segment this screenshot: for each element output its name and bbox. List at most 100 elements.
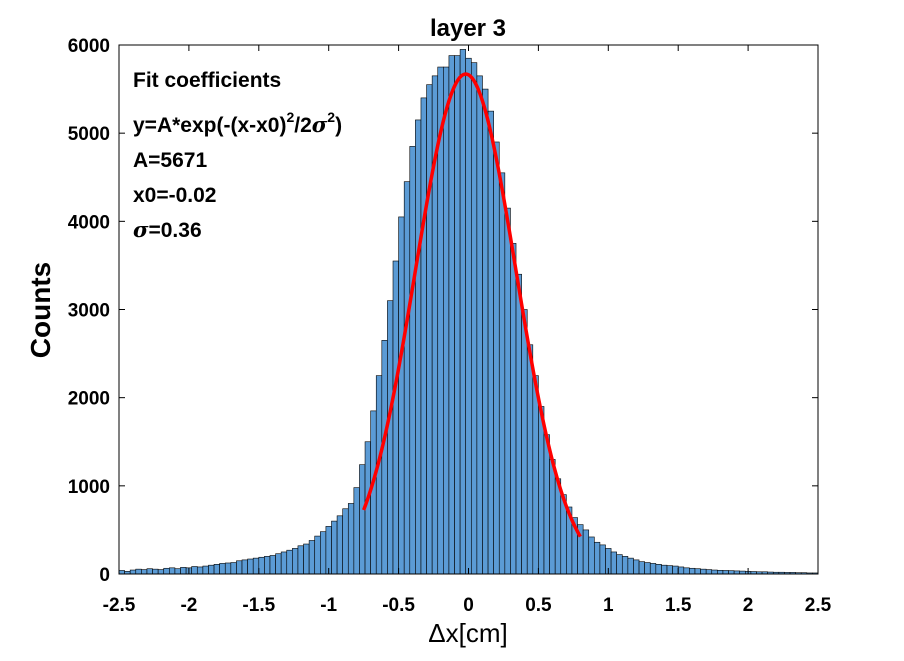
histogram-bar [644, 562, 651, 575]
histogram-bar [398, 216, 405, 575]
chart-title: layer 3 [430, 15, 506, 42]
histogram-bar [588, 536, 595, 575]
histogram-bar [286, 549, 293, 575]
histogram-bar [493, 141, 500, 575]
histogram-bar [426, 84, 433, 575]
histogram-bar [459, 49, 467, 575]
histogram-bar [504, 207, 511, 575]
histogram-bar [146, 568, 153, 575]
y-tick-label: 4000 [68, 212, 110, 233]
formula-divide: /2 [294, 114, 312, 137]
histogram-bar [594, 541, 601, 575]
histogram-bar [303, 543, 310, 575]
histogram-bar [252, 557, 260, 575]
histogram-bar [381, 340, 388, 575]
x-tick-label: -1 [320, 595, 337, 616]
fit-center: x0=-0.02 [133, 184, 217, 207]
histogram-bar [420, 97, 427, 575]
histogram-bar [510, 243, 517, 575]
histogram-bar [264, 556, 271, 575]
histogram-bar [482, 88, 489, 575]
histogram-bar [213, 564, 220, 575]
x-axis: -2.5 -2 -1.5 -1 -0.5 0 0.5 1 1.5 2 2.5 [103, 45, 832, 616]
histogram-bar [180, 567, 187, 575]
x-tick-label: -1.5 [242, 595, 275, 616]
histogram-bar [196, 566, 204, 575]
histogram-bar [163, 567, 170, 575]
histogram-bar [347, 503, 355, 575]
x-axis-label: Δx[cm] [428, 618, 507, 648]
x-tick-label: 0 [463, 595, 474, 616]
fit-sigma: σ=0.36 [133, 217, 202, 242]
x-tick-label: 2 [743, 595, 754, 616]
histogram-bar [331, 520, 338, 575]
histogram-bar [387, 300, 394, 575]
histogram-bar [375, 375, 383, 575]
formula-exponent-2: 2 [327, 109, 335, 125]
x-tick-label: -2 [180, 595, 197, 616]
histogram-bar [157, 569, 165, 575]
histogram-bar [689, 567, 696, 575]
histogram-bar [538, 406, 545, 575]
histogram-bar [633, 559, 640, 575]
x-tick-label: -2.5 [103, 595, 136, 616]
histogram-bar [236, 560, 243, 575]
y-axis: 0 1000 2000 3000 4000 5000 6000 [68, 36, 818, 586]
x-tick-label: 2.5 [805, 595, 832, 616]
fit-formula: y=A*exp(-(x-x0)2/2σ2) [133, 109, 342, 137]
histogram-bar [320, 531, 327, 575]
histogram-bar [230, 562, 237, 575]
histogram-bar [275, 553, 282, 575]
histogram-bar [297, 545, 304, 575]
y-tick-label: 5000 [68, 124, 110, 145]
fit-annotation: Fit coefficients y=A*exp(-(x-x0)2/2σ2) A… [133, 69, 342, 242]
formula-sigma: σ [312, 112, 328, 137]
histogram-bar [672, 565, 679, 575]
histogram-bar [247, 558, 254, 575]
histogram-bar [224, 562, 232, 575]
histogram-bar [269, 555, 276, 575]
histogram-bar [610, 551, 617, 575]
histogram-bar [711, 569, 718, 575]
histogram-bar [152, 568, 159, 575]
histogram-bar [683, 567, 690, 575]
histogram-bar [135, 568, 142, 575]
histogram-bar [191, 566, 198, 575]
histogram-bar [498, 172, 506, 575]
histogram-bar [521, 309, 528, 575]
histogram-bar [443, 66, 450, 575]
histogram-bar [308, 540, 316, 575]
histogram-bar [621, 556, 629, 575]
histogram-bar [476, 75, 483, 575]
histogram-bar [661, 564, 668, 575]
histogram-bar [700, 568, 707, 575]
histogram-bar [543, 434, 550, 575]
y-tick-label: 2000 [68, 389, 110, 410]
histogram-bar [392, 260, 399, 575]
histogram-bar [515, 273, 522, 575]
histogram-bar [342, 508, 349, 575]
histogram-bar [208, 564, 215, 575]
histogram-bar [169, 567, 176, 575]
formula-prefix: y=A*exp(-(x-x0) [133, 114, 286, 137]
histogram-bar [549, 459, 556, 575]
histogram-bar [141, 569, 148, 575]
histogram-bar [454, 55, 461, 575]
histogram-bar [336, 515, 343, 575]
histogram-bar [722, 570, 729, 575]
histogram-bar [448, 55, 455, 575]
histogram-bar [694, 568, 701, 575]
histogram-bar [627, 557, 634, 575]
histogram-bar [280, 551, 288, 575]
histogram-bar [638, 561, 645, 575]
histogram-bar [292, 548, 299, 575]
y-tick-label: 3000 [68, 301, 110, 322]
histogram-bar [655, 564, 662, 575]
histogram-bar [403, 181, 411, 575]
histogram-bar [649, 563, 657, 575]
y-axis-label: Counts [25, 262, 56, 358]
y-tick-label: 0 [99, 565, 110, 586]
histogram-bar [118, 570, 125, 575]
histogram-bar [728, 570, 735, 575]
